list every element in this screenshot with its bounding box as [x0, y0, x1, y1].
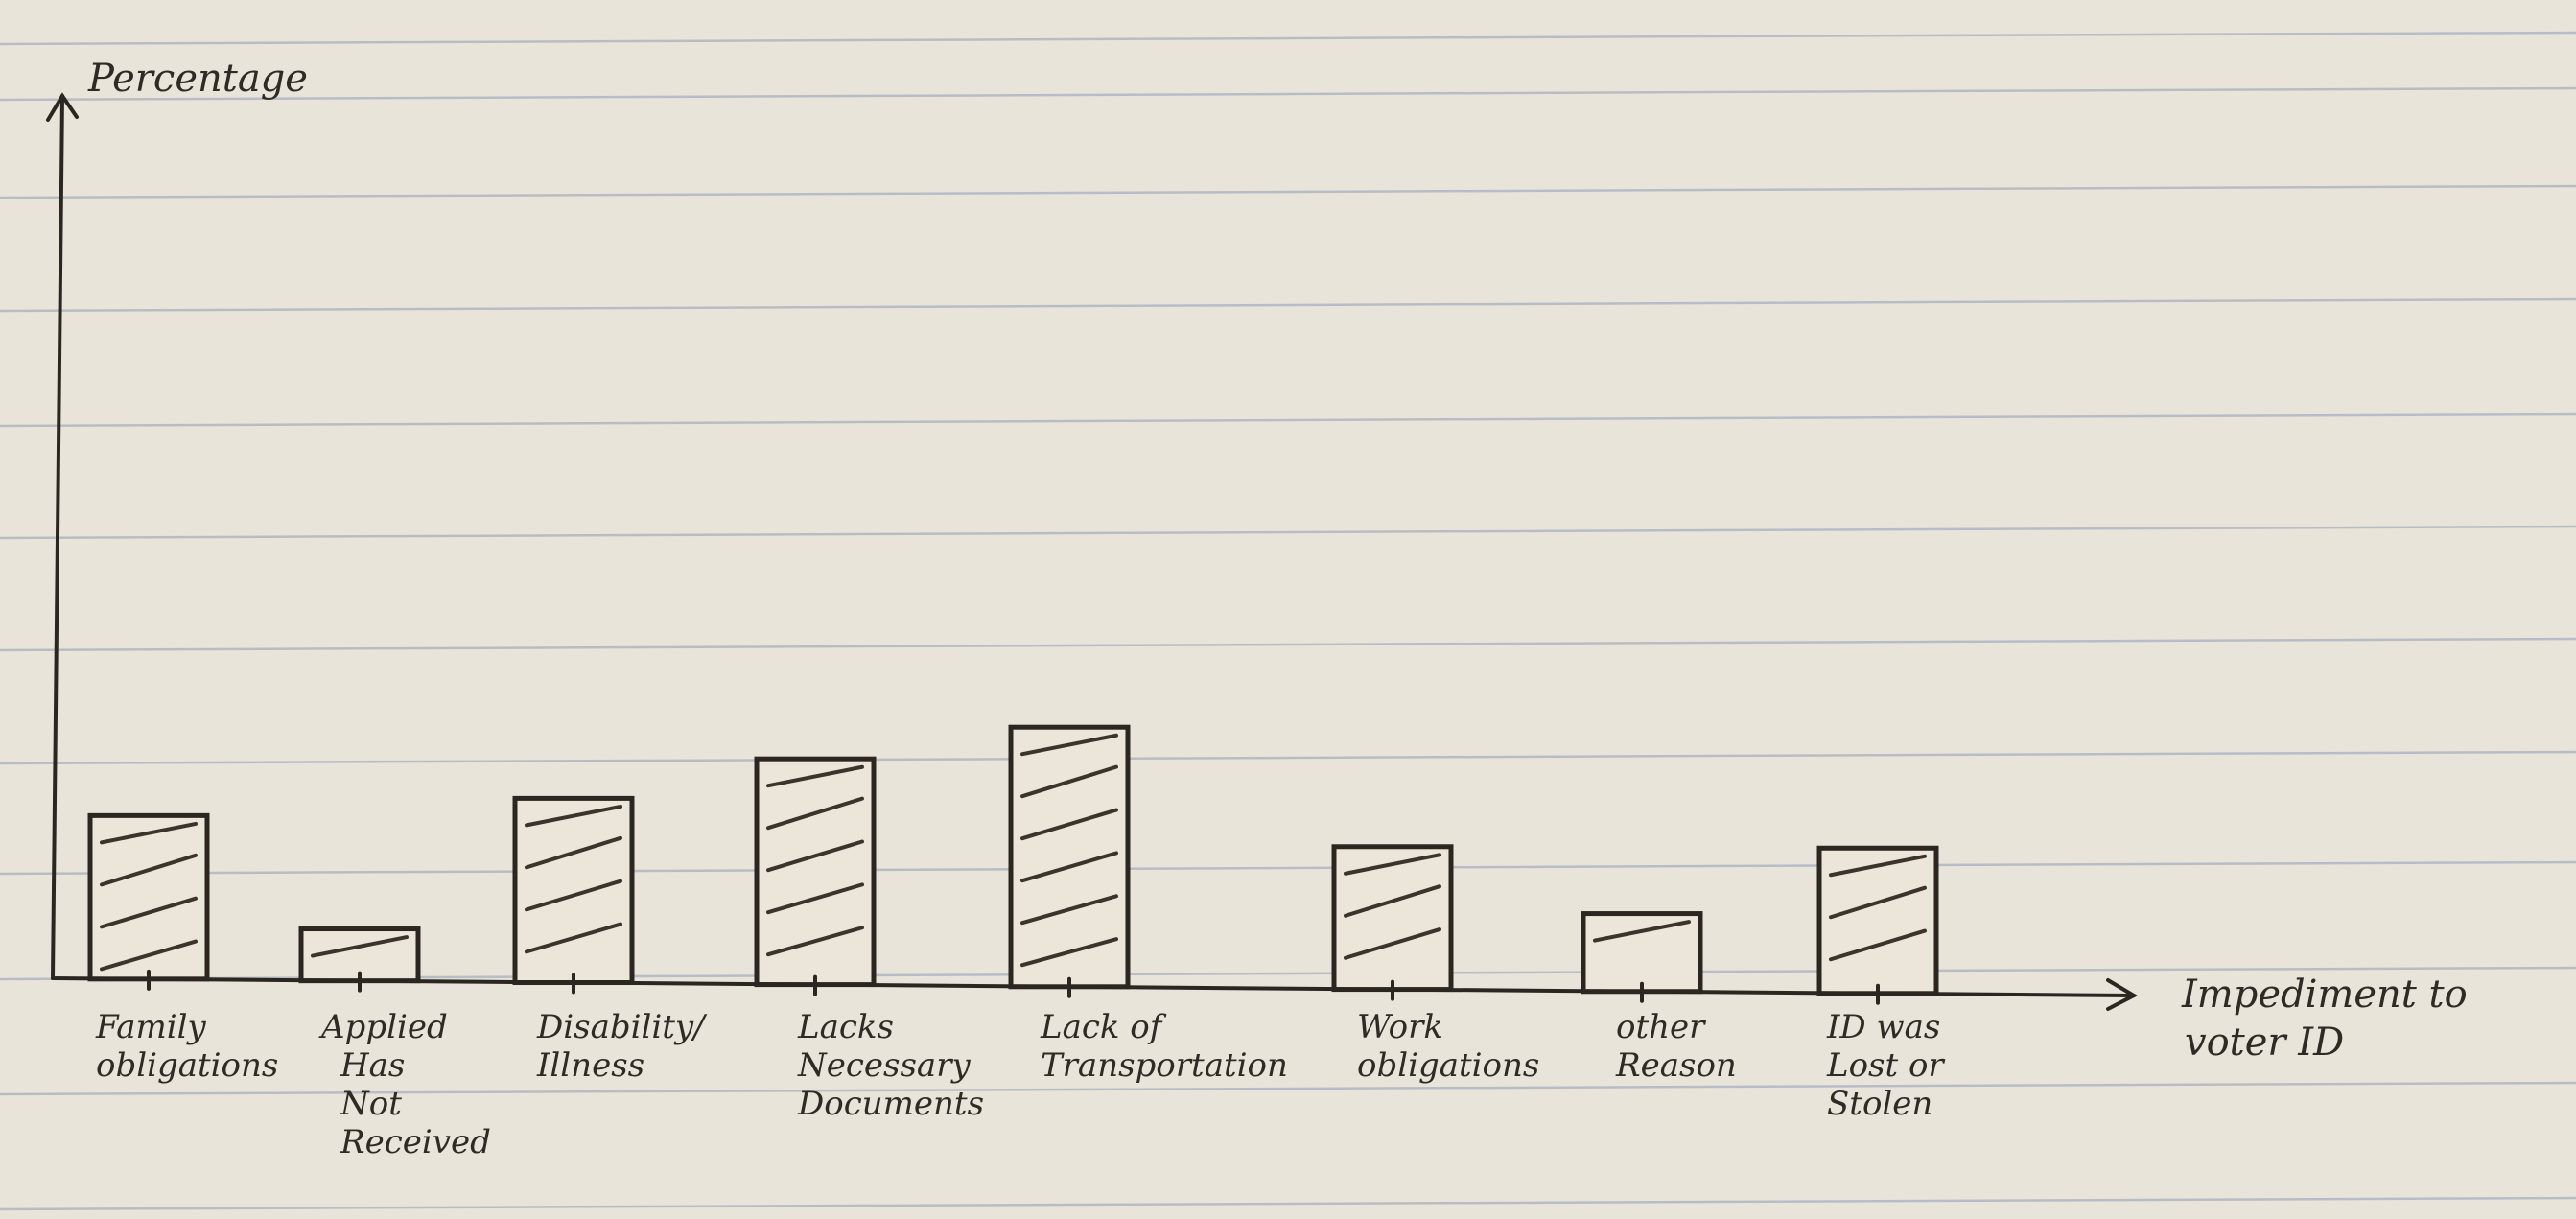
bar-hatch-stroke	[1344, 927, 1441, 960]
category-label-line: Work	[1357, 1008, 1443, 1046]
bar-hatch-stroke	[1020, 733, 1118, 757]
x-axis-title-line-1: Impediment to	[2181, 973, 2468, 1017]
bar-hatch-stroke	[1593, 920, 1691, 943]
bar-hatch-stroke	[1020, 851, 1118, 883]
category-label-line: obligations	[96, 1046, 278, 1085]
category-label-line: obligations	[1357, 1046, 1539, 1085]
ruled-line	[0, 31, 2576, 46]
category-label-line: Transportation	[1041, 1046, 1288, 1085]
ruled-line	[0, 525, 2576, 540]
category-label-line: Family	[95, 1008, 207, 1046]
y-axis-arrowhead	[46, 92, 79, 122]
category-label-line: Disability/	[536, 1008, 708, 1046]
ruled-line	[0, 412, 2576, 428]
category-label-2: Applied Has Not Received	[318, 1008, 491, 1161]
bar-8	[1816, 845, 1939, 1005]
bar-4	[754, 756, 877, 996]
category-label-line: Reason	[1615, 1046, 1737, 1085]
bar-hatch-stroke	[525, 804, 622, 828]
ruled-line	[0, 184, 2576, 199]
bar-hatch-stroke	[1020, 764, 1118, 799]
bar-hatch-stroke	[525, 879, 622, 912]
bar-hatch-stroke	[311, 935, 409, 958]
category-label-line: Applied	[318, 1008, 448, 1046]
bar-hatch-stroke	[525, 922, 622, 954]
category-label-line: Lack of	[1040, 1008, 1167, 1046]
notebook-ruled-lines	[0, 31, 2576, 1211]
x-axis-arrowhead	[2106, 978, 2139, 1011]
bar-hatch-stroke	[525, 835, 622, 870]
category-label-line: other	[1616, 1008, 1706, 1046]
bar-hatch-stroke	[1829, 854, 1927, 878]
category-label-line: Stolen	[1827, 1085, 1932, 1123]
axes-group	[46, 92, 2139, 1011]
category-label-8: ID was Lost or Stolen	[1826, 1008, 1945, 1123]
bar-rect	[1581, 911, 1703, 995]
bar-rect	[512, 795, 635, 986]
bar-hatch-stroke	[766, 882, 864, 915]
bar-hatch-stroke	[766, 764, 864, 788]
ruled-line	[0, 1081, 2576, 1096]
bar-hatch-stroke	[1829, 928, 1927, 962]
bar-hatch-stroke	[100, 896, 198, 929]
bar-hatch-stroke	[1020, 808, 1118, 841]
category-label-line: Received	[340, 1123, 491, 1161]
category-label-line: Lacks	[797, 1008, 894, 1046]
x-axis-title-line-2: voter ID	[2185, 1020, 2344, 1065]
bar-hatch-stroke	[1344, 853, 1441, 876]
bar-hatch-stroke	[1020, 894, 1118, 926]
bar-hatch-stroke	[1344, 884, 1441, 918]
bar-hatch-stroke	[100, 939, 198, 972]
ruled-line	[0, 966, 2576, 981]
category-label-line: ID was	[1826, 1008, 1940, 1046]
bar-1	[87, 812, 210, 991]
category-label-line: Lost or	[1826, 1046, 1945, 1085]
bar-6	[1331, 844, 1454, 1001]
bar-hatch-stroke	[1020, 937, 1118, 968]
bar-rect	[1816, 845, 1939, 996]
bar-hatch-stroke	[766, 796, 864, 831]
bar-7	[1581, 911, 1703, 1003]
ruled-line	[0, 86, 2576, 102]
bars-group	[87, 724, 1939, 1005]
bar-hatch-stroke	[1829, 885, 1927, 920]
ruled-line	[0, 297, 2576, 313]
bar-rect	[1008, 724, 1131, 990]
category-label-3: Disability/Illness	[536, 1008, 708, 1085]
ruled-line	[0, 750, 2576, 765]
category-label-4: Lacks Necessary Documents	[797, 1008, 984, 1123]
bar-rect	[1331, 844, 1454, 993]
bar-5	[1008, 724, 1131, 998]
category-label-line: Necessary	[797, 1046, 971, 1085]
category-label-5: Lack of Transportation	[1040, 1008, 1288, 1085]
category-label-line: Documents	[797, 1085, 984, 1123]
ruled-line	[0, 1196, 2576, 1211]
x-axis	[51, 976, 2136, 997]
y-axis-title: Percentage	[87, 57, 308, 101]
ruled-line	[0, 860, 2576, 876]
bar-hatch-stroke	[100, 853, 198, 887]
bar-2	[298, 926, 421, 993]
category-label-line: Has	[340, 1046, 405, 1085]
bar-rect	[754, 756, 877, 988]
bar-hatch-stroke	[766, 926, 864, 957]
ruled-line	[0, 637, 2576, 652]
category-label-7: other Reason	[1615, 1008, 1737, 1085]
bar-hatch-stroke	[766, 839, 864, 873]
category-label-1: Family obligations	[95, 1008, 278, 1085]
y-axis	[51, 94, 64, 980]
bar-3	[512, 795, 635, 995]
category-label-6: Work obligations	[1357, 1008, 1539, 1085]
category-label-line: Not	[340, 1085, 402, 1123]
bar-rect	[87, 812, 210, 982]
bar-hatch-stroke	[100, 821, 198, 845]
category-label-line: Illness	[536, 1046, 644, 1085]
